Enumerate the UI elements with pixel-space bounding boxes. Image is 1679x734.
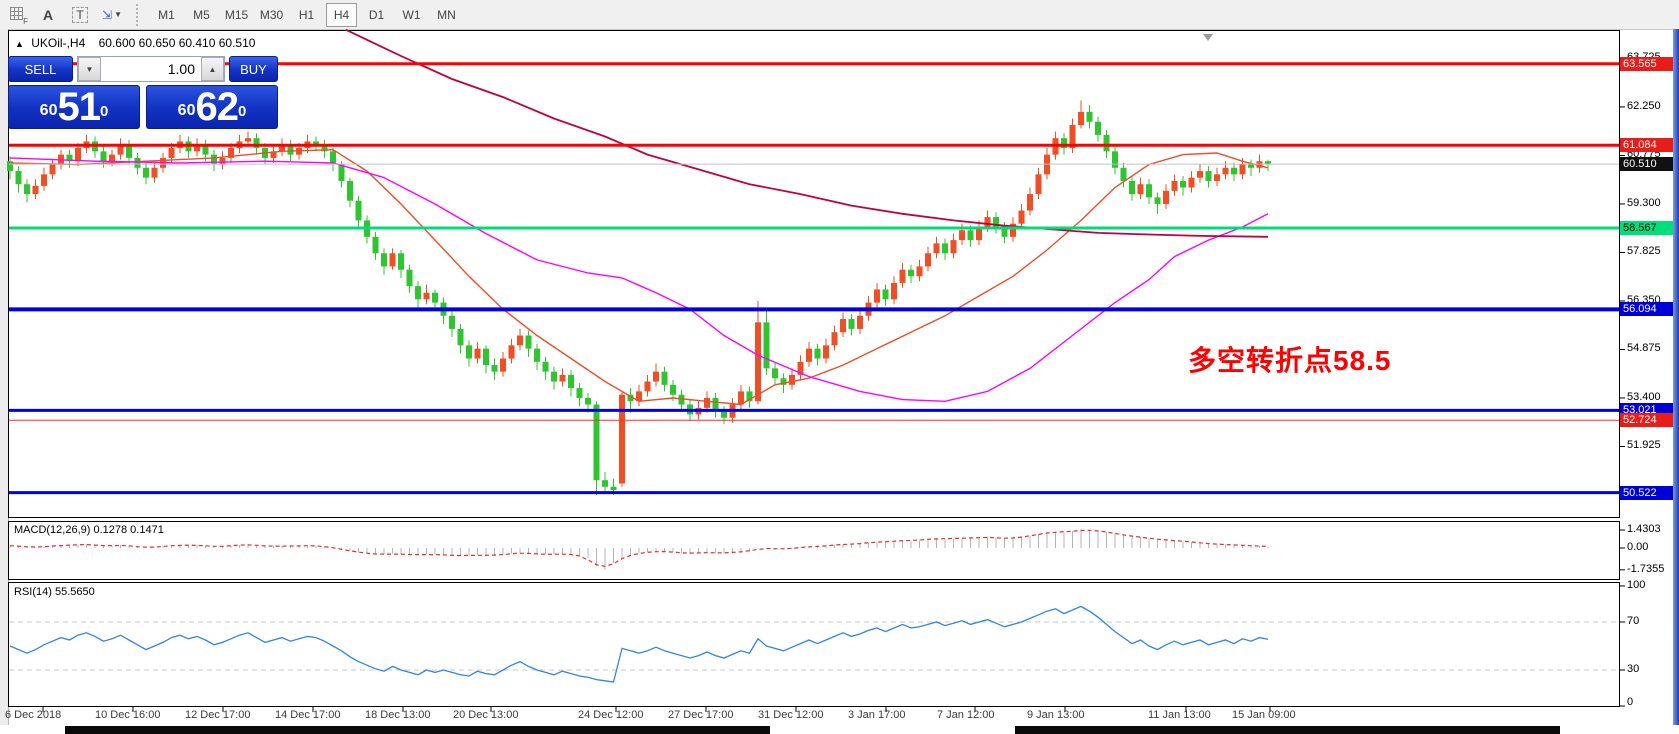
text-tool-button[interactable]: T bbox=[66, 3, 94, 27]
bottom-bar-segment bbox=[1015, 726, 1560, 734]
rsi-label: RSI(14) 55.5650 bbox=[14, 586, 95, 598]
volume-decrease-button[interactable]: ▼ bbox=[78, 57, 101, 81]
date-label: 7 Jan 12:00 bbox=[937, 709, 995, 721]
timeframe-button-h1[interactable]: H1 bbox=[298, 7, 315, 22]
date-label: 12 Dec 17:00 bbox=[185, 709, 251, 721]
ma-mid-line bbox=[9, 157, 1269, 403]
symbol-marker-icon: ▲ bbox=[15, 39, 24, 49]
price-badge-50.522: 50.522 bbox=[1620, 485, 1673, 500]
price-tick-53.400: 53.400 bbox=[1627, 390, 1661, 403]
macd-plot bbox=[9, 529, 1269, 570]
line-studies-button[interactable]: ⇲ ▼ bbox=[98, 3, 126, 27]
chart-grid-tool-button[interactable]: F bbox=[2, 3, 30, 27]
window-right-scroll-strip[interactable] bbox=[1673, 29, 1679, 734]
chart-annotation-text: 多空转折点58.5 bbox=[1188, 345, 1392, 376]
rsi-tick-70: 70 bbox=[1627, 614, 1640, 627]
price-tick-57.825: 57.825 bbox=[1627, 245, 1661, 258]
price-badge-61.084: 61.084 bbox=[1620, 138, 1673, 153]
rsi-tick-30: 30 bbox=[1627, 663, 1640, 676]
date-label: 3 Jan 17:00 bbox=[848, 709, 906, 721]
timeframe-button-d1[interactable]: D1 bbox=[368, 7, 385, 22]
date-label: 31 Dec 12:00 bbox=[758, 709, 824, 721]
one-click-trading-panel: SELL ▼ ▲ BUY 60 51 0 60 62 0 bbox=[8, 56, 278, 129]
buy-price-point: 0 bbox=[237, 103, 247, 120]
date-label: 14 Dec 17:00 bbox=[275, 709, 341, 721]
chart-shift-marker-icon[interactable] bbox=[1203, 34, 1213, 41]
date-label: 11 Jan 13:00 bbox=[1148, 709, 1211, 721]
date-label: 18 Dec 13:00 bbox=[365, 709, 431, 721]
macd-panel-frame bbox=[8, 521, 1620, 580]
rsi-panel-frame bbox=[8, 582, 1620, 707]
price-tick-51.925: 51.925 bbox=[1627, 439, 1661, 452]
price-badge-52.724: 52.724 bbox=[1620, 413, 1673, 428]
volume-control: ▼ ▲ bbox=[77, 56, 225, 82]
date-label: 20 Dec 13:00 bbox=[453, 709, 519, 721]
price-badge-56.094: 56.094 bbox=[1620, 302, 1673, 317]
buy-price-pips: 62 bbox=[195, 85, 238, 129]
date-label: 24 Dec 12:00 bbox=[578, 709, 644, 721]
cursor-a-icon: A bbox=[42, 6, 54, 23]
text-tool-icon: T bbox=[72, 6, 88, 23]
bottom-window-bar bbox=[0, 725, 1679, 734]
macd-tick--1.7355: -1.7355 bbox=[1627, 562, 1665, 575]
macd-label: MACD(12,26,9) 0.1278 0.1471 bbox=[14, 524, 164, 536]
timeframe-button-mn[interactable]: MN bbox=[437, 7, 456, 22]
cursor-tool-button[interactable]: A bbox=[34, 3, 62, 27]
timeframe-button-m30[interactable]: M30 bbox=[259, 7, 284, 22]
volume-input[interactable] bbox=[101, 57, 201, 81]
timeframe-button-m1[interactable]: M1 bbox=[158, 7, 175, 22]
price-badge-63.565: 63.565 bbox=[1620, 56, 1673, 71]
ohlc-values: 60.600 60.650 60.410 60.510 bbox=[98, 36, 256, 50]
ma-slow-line bbox=[345, 28, 1269, 238]
sell-price-point: 0 bbox=[99, 103, 109, 120]
price-tick-62.250: 62.250 bbox=[1627, 99, 1661, 112]
current-price-badge: 60.510 bbox=[1620, 157, 1673, 172]
timeframe-button-w1[interactable]: W1 bbox=[402, 7, 421, 22]
macd-tick-1.4303: 1.4303 bbox=[1627, 523, 1661, 535]
price-tick-59.300: 59.300 bbox=[1627, 196, 1661, 209]
sell-price-major: 60 bbox=[39, 102, 58, 119]
timeframe-button-m15[interactable]: M15 bbox=[224, 7, 249, 22]
macd-tick-0.00: 0.00 bbox=[1627, 540, 1649, 553]
sell-price-pips: 51 bbox=[57, 85, 100, 129]
buy-button[interactable]: BUY bbox=[229, 56, 278, 82]
toolbar-separator bbox=[136, 3, 145, 26]
sell-price-display[interactable]: 60 51 0 bbox=[8, 85, 140, 129]
price-tick-54.875: 54.875 bbox=[1627, 342, 1661, 355]
toolbar: F A T ⇲ ▼ M1 M5 M15 M30 H1 H4 D1 W1 MN bbox=[0, 0, 1679, 30]
rsi-tick-100: 100 bbox=[1627, 578, 1646, 591]
sell-button[interactable]: SELL bbox=[8, 56, 73, 82]
date-label: 10 Dec 16:00 bbox=[95, 709, 161, 721]
date-label: 9 Jan 13:00 bbox=[1027, 709, 1085, 721]
line-studies-icon: ⇲ bbox=[102, 7, 113, 22]
buy-price-display[interactable]: 60 62 0 bbox=[146, 85, 278, 129]
timeframe-buttons: M1 M5 M15 M30 H1 H4 D1 W1 MN bbox=[149, 2, 464, 27]
grid-icon: F bbox=[10, 6, 28, 26]
volume-increase-button[interactable]: ▲ bbox=[201, 57, 224, 81]
date-label: 6 Dec 2018 bbox=[5, 709, 62, 721]
buy-price-major: 60 bbox=[177, 102, 196, 119]
chevron-down-icon: ▼ bbox=[114, 10, 122, 19]
ma-fast-line bbox=[9, 148, 1269, 406]
rsi-line bbox=[9, 605, 1269, 683]
date-label: 27 Dec 17:00 bbox=[668, 709, 734, 721]
chart-title: ▲ UKOil-,H4 60.600 60.650 60.410 60.510 bbox=[15, 36, 255, 50]
date-label: 15 Jan 09:00 bbox=[1232, 709, 1296, 721]
bottom-bar-segment bbox=[65, 726, 770, 734]
candles bbox=[7, 100, 1271, 495]
price-badge-58.567: 58.567 bbox=[1620, 221, 1673, 236]
rsi-tick-0: 0 bbox=[1627, 696, 1634, 708]
timeframe-button-h4[interactable]: H4 bbox=[326, 2, 357, 27]
symbol-period-label: UKOil-,H4 bbox=[31, 36, 86, 50]
timeframe-button-m5[interactable]: M5 bbox=[193, 7, 210, 22]
